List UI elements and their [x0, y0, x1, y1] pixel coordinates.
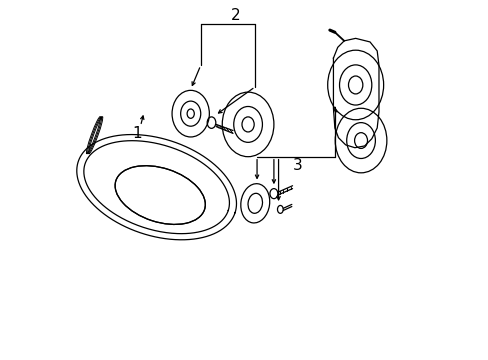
Text: 1: 1 — [132, 126, 142, 141]
Text: 3: 3 — [292, 158, 302, 173]
Text: 2: 2 — [230, 8, 240, 23]
Ellipse shape — [115, 166, 205, 224]
